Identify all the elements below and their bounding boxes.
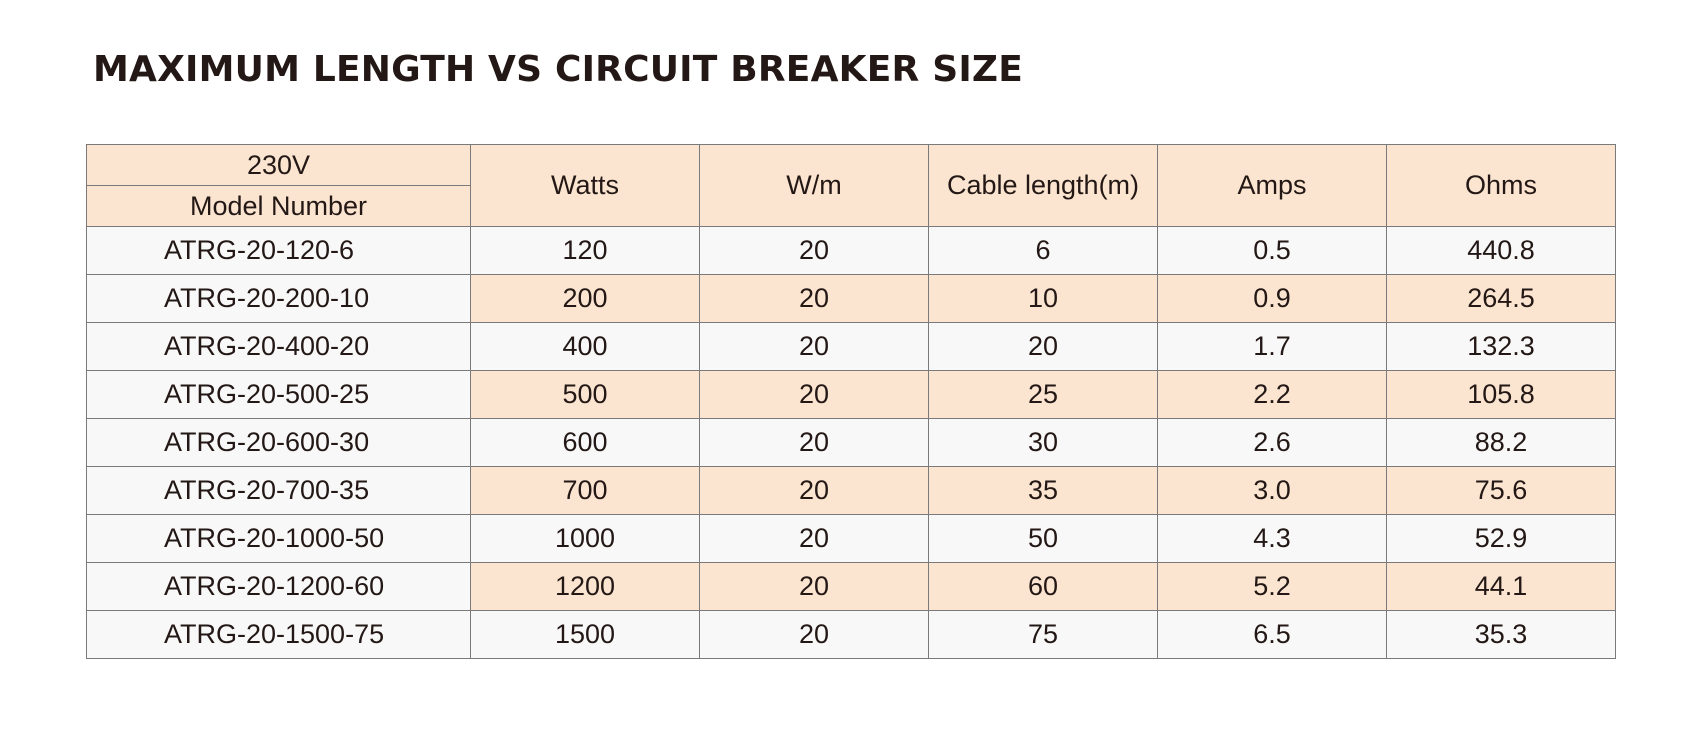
table-row: ATRG-20-1500-75 1500 20 75 6.5 35.3 [86,610,1616,659]
cell-model-number: ATRG-20-1200-60 [86,562,471,611]
cell-watts: 600 [470,418,700,467]
cell-watts: 200 [470,274,700,323]
table-row: ATRG-20-400-20 400 20 20 1.7 132.3 [86,322,1616,371]
column-header-model-number: Model Number [86,185,471,227]
cell-ohms: 88.2 [1386,418,1616,467]
cell-cable-length: 50 [928,514,1158,563]
column-header-ohms: Ohms [1386,144,1616,227]
cell-ohms: 132.3 [1386,322,1616,371]
cell-amps: 2.2 [1157,370,1387,419]
column-header-amps: Amps [1157,144,1387,227]
cell-model-number: ATRG-20-500-25 [86,370,471,419]
table-row: ATRG-20-120-6 120 20 6 0.5 440.8 [86,226,1616,275]
column-header-w-per-m: W/m [699,144,929,227]
cell-w-per-m: 20 [699,322,929,371]
cell-cable-length: 25 [928,370,1158,419]
cell-ohms: 52.9 [1386,514,1616,563]
column-header-watts: Watts [470,144,700,227]
cell-ohms: 44.1 [1386,562,1616,611]
cell-cable-length: 10 [928,274,1158,323]
cell-model-number: ATRG-20-1000-50 [86,514,471,563]
cell-watts: 120 [470,226,700,275]
cell-w-per-m: 20 [699,226,929,275]
cell-ohms: 75.6 [1386,466,1616,515]
cell-amps: 5.2 [1157,562,1387,611]
cell-w-per-m: 20 [699,466,929,515]
table-header: 230V Watts W/m Cable length(m) Amps Ohms… [86,144,1616,227]
cell-ohms: 105.8 [1386,370,1616,419]
voltage-header: 230V [86,144,471,186]
cell-model-number: ATRG-20-1500-75 [86,610,471,659]
table-row: ATRG-20-700-35 700 20 35 3.0 75.6 [86,466,1616,515]
cell-model-number: ATRG-20-400-20 [86,322,471,371]
table-row: ATRG-20-500-25 500 20 25 2.2 105.8 [86,370,1616,419]
cell-cable-length: 75 [928,610,1158,659]
column-header-cable-length: Cable length(m) [928,144,1158,227]
page-title: MAXIMUM LENGTH VS CIRCUIT BREAKER SIZE [93,49,1024,90]
table-row: ATRG-20-1000-50 1000 20 50 4.3 52.9 [86,514,1616,563]
cell-amps: 1.7 [1157,322,1387,371]
cell-ohms: 264.5 [1386,274,1616,323]
cell-amps: 4.3 [1157,514,1387,563]
table-row: ATRG-20-200-10 200 20 10 0.9 264.5 [86,274,1616,323]
table-row: ATRG-20-600-30 600 20 30 2.6 88.2 [86,418,1616,467]
cell-cable-length: 60 [928,562,1158,611]
cell-cable-length: 35 [928,466,1158,515]
cell-watts: 1200 [470,562,700,611]
cell-amps: 0.5 [1157,226,1387,275]
cell-model-number: ATRG-20-600-30 [86,418,471,467]
cell-w-per-m: 20 [699,610,929,659]
cell-model-number: ATRG-20-120-6 [86,226,471,275]
cell-cable-length: 20 [928,322,1158,371]
spec-table: 230V Watts W/m Cable length(m) Amps Ohms… [86,144,1616,659]
cell-amps: 6.5 [1157,610,1387,659]
cell-model-number: ATRG-20-200-10 [86,274,471,323]
cell-ohms: 35.3 [1386,610,1616,659]
cell-w-per-m: 20 [699,370,929,419]
cell-amps: 2.6 [1157,418,1387,467]
cell-model-number: ATRG-20-700-35 [86,466,471,515]
cell-w-per-m: 20 [699,418,929,467]
cell-amps: 3.0 [1157,466,1387,515]
table-row: ATRG-20-1200-60 1200 20 60 5.2 44.1 [86,562,1616,611]
cell-watts: 500 [470,370,700,419]
cell-watts: 400 [470,322,700,371]
cell-w-per-m: 20 [699,562,929,611]
cell-amps: 0.9 [1157,274,1387,323]
cell-w-per-m: 20 [699,514,929,563]
cell-cable-length: 30 [928,418,1158,467]
cell-ohms: 440.8 [1386,226,1616,275]
cell-watts: 1000 [470,514,700,563]
cell-w-per-m: 20 [699,274,929,323]
cell-watts: 700 [470,466,700,515]
cell-watts: 1500 [470,610,700,659]
cell-cable-length: 6 [928,226,1158,275]
table-body: ATRG-20-120-6 120 20 6 0.5 440.8 ATRG-20-200-1… [86,226,1616,659]
